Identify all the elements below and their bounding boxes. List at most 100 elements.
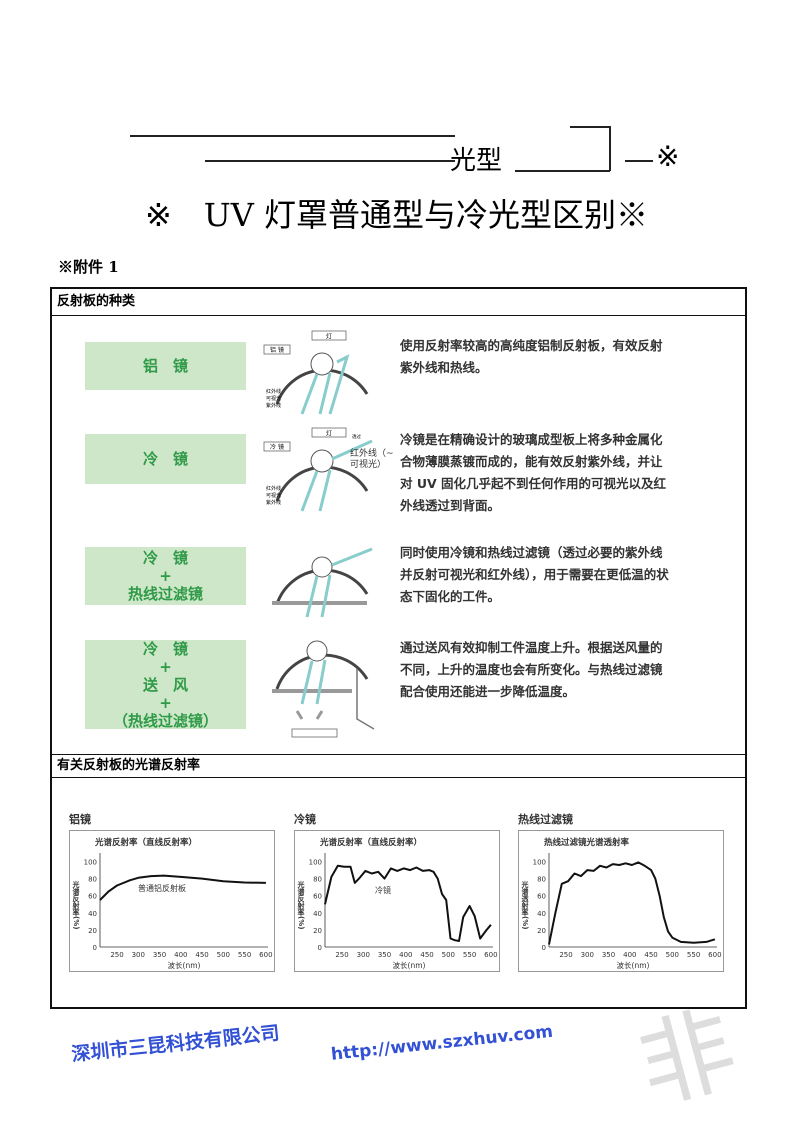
pass-label: 透过 [352, 433, 361, 440]
x-tick-label: 400 [399, 951, 412, 959]
series-line [99, 874, 266, 901]
y-tick-label: 60 [537, 893, 546, 901]
description-cold-mirror: 冷镜是在精确设计的玻璃成型板上将多种金属化合物薄膜蒸镀而成的，能有效反射紫外线，… [400, 432, 667, 513]
chart-heat-filter: 热线过滤镜光谱透射率 0 20 40 60 80 100 250 300 350 400 450 500… [518, 830, 724, 972]
title-fragment-line [130, 135, 455, 137]
section-header-reflector-types: 反射板的种类 [52, 289, 745, 316]
y-tick-label: 0 [318, 944, 322, 952]
x-axis-label: 波长(nm) [393, 960, 426, 970]
y-tick-label: 20 [88, 927, 97, 935]
title-fragment-line [570, 126, 610, 128]
ray-label: 红外线 [266, 485, 281, 492]
ray-label: 紫外线 [266, 402, 281, 409]
pass-rays-label: 红外线（~可视光） [350, 449, 394, 470]
x-tick-label: 600 [708, 951, 721, 959]
page-title: ※ UV 灯罩普通型与冷光型区别※ [144, 196, 649, 234]
label-line: 热线过滤镜 [127, 585, 203, 603]
lamp-label: 灯 [326, 430, 332, 438]
title-fragment-line [625, 160, 653, 162]
chart-title: 光谱反射率（直线反射率） [94, 837, 197, 848]
y-tick-label: 40 [313, 910, 322, 918]
chart-label: 铝镜 [69, 813, 91, 826]
ray-label: 可视光 [266, 395, 281, 402]
chart-label: 热线过滤镜 [518, 813, 573, 826]
x-tick-label: 450 [420, 951, 433, 959]
ray-label: 紫外线 [266, 499, 281, 506]
label-line: + [159, 567, 172, 585]
x-tick-label: 600 [484, 951, 497, 959]
ray-label: 可视光 [266, 492, 281, 499]
reflector-label-cold-mirror-filter: 冷 镜 + 热线过滤镜 [85, 547, 246, 605]
y-tick-label: 80 [88, 876, 97, 884]
x-tick-label: 550 [687, 951, 700, 959]
chart-title: 热线过滤镜光谱透射率 [544, 837, 630, 848]
y-tick-label: 100 [309, 859, 322, 867]
description-cold-mirror-fan: 通过送风有效抑制工件温度上升。根据送风量的不同，上升的温度也会有所变化。与热线过… [400, 640, 663, 699]
x-tick-label: 300 [581, 951, 594, 959]
label-line: 冷 镜 [142, 450, 188, 468]
y-axis-label: 光谱反射率(%) [72, 880, 81, 929]
watermark-company: 深圳市三昆科技有限公司 [70, 1022, 281, 1066]
cold-mirror-diagram: 灯 冷 镜 透过 红外线 可视光 紫外线 [263, 427, 373, 512]
watermark-url: http://www.szxhuv.com [330, 1021, 554, 1065]
label-line: 冷 镜 [142, 549, 188, 567]
x-tick-label: 300 [132, 951, 145, 959]
y-tick-label: 100 [84, 859, 97, 867]
y-tick-label: 80 [537, 876, 546, 884]
y-tick-label: 40 [537, 910, 546, 918]
chart-annotation: 普通铝反射板 [138, 883, 186, 893]
mirror-label: 冷 镜 [270, 443, 284, 451]
annex-label: ※附件 1 [58, 258, 119, 276]
x-tick-label: 450 [195, 951, 208, 959]
title-fragment-line [515, 170, 610, 172]
aluminum-mirror-diagram: 灯 铝 镜 红外线 可视光 紫外线 [263, 330, 369, 415]
description-cold-mirror-filter: 同时使用冷镜和热线过滤镜（透过必要的紫外线并反射可视光和红外线），用于需要在更低… [400, 545, 669, 604]
x-axis-label: 波长(nm) [617, 960, 650, 970]
x-tick-label: 300 [357, 951, 370, 959]
label-line: 冷 镜 [142, 639, 188, 658]
label-line: + [159, 657, 172, 676]
y-tick-label: 60 [313, 893, 322, 901]
chart-cold-mirror: 光谱反射率（直线反射率） 0 20 40 60 80 100 250 300 350 400 450 5… [294, 830, 500, 972]
x-tick-label: 400 [174, 951, 187, 959]
x-tick-label: 350 [153, 951, 166, 959]
lamp-label: 灯 [326, 333, 332, 341]
y-axis-label: 光谱反射率(%) [297, 880, 306, 929]
x-tick-label: 550 [238, 951, 251, 959]
x-tick-label: 450 [644, 951, 657, 959]
reflector-label-aluminum: 铝 镜 [85, 342, 246, 390]
y-tick-label: 20 [537, 927, 546, 935]
reflector-label-cold-mirror: 冷 镜 [85, 434, 246, 484]
y-tick-label: 80 [313, 876, 322, 884]
x-axis-label: 波长(nm) [168, 960, 201, 970]
title-fragment-line [609, 126, 611, 171]
chart-annotation: 冷镜 [375, 885, 391, 895]
reflector-label-cold-mirror-fan: 冷 镜 + 送 风 + （热线过滤镜） [85, 639, 246, 730]
x-tick-label: 350 [602, 951, 615, 959]
x-tick-label: 250 [335, 951, 348, 959]
x-tick-label: 600 [259, 951, 272, 959]
ray-label: 红外线 [266, 388, 281, 395]
cold-mirror-filter-diagram [272, 547, 373, 618]
y-axis-label: 光谱透射率(%) [521, 880, 530, 929]
y-tick-label: 60 [88, 893, 97, 901]
y-tick-label: 20 [313, 927, 322, 935]
label-line: + [159, 693, 172, 712]
content-table: 反射板的种类 铝 镜 冷 镜 冷 镜 + 热线过滤镜 冷 镜 + 送 风 + （热线过滤镜）… [50, 287, 747, 1009]
series-line [548, 861, 716, 945]
chart-label: 冷镜 [294, 813, 316, 826]
y-tick-label: 0 [542, 944, 546, 952]
x-tick-label: 250 [559, 951, 572, 959]
x-tick-label: 500 [666, 951, 679, 959]
label-line: 送 风 [142, 675, 188, 694]
description-aluminum: 使用反射率较高的高纯度铝制反射板，有效反射紫外线和热线。 [400, 338, 663, 375]
series-line [324, 864, 492, 942]
label-line: 铝 镜 [142, 357, 188, 375]
title-fragment-line [205, 160, 455, 162]
chart-aluminum: 光谱反射率（直线反射率） 0 20 40 60 80 100 250 300 350 400 450 5… [69, 830, 275, 972]
x-tick-label: 500 [217, 951, 230, 959]
title-fragment-mark: ※ [656, 140, 680, 173]
x-tick-label: 500 [442, 951, 455, 959]
cold-mirror-fan-diagram [272, 640, 375, 738]
